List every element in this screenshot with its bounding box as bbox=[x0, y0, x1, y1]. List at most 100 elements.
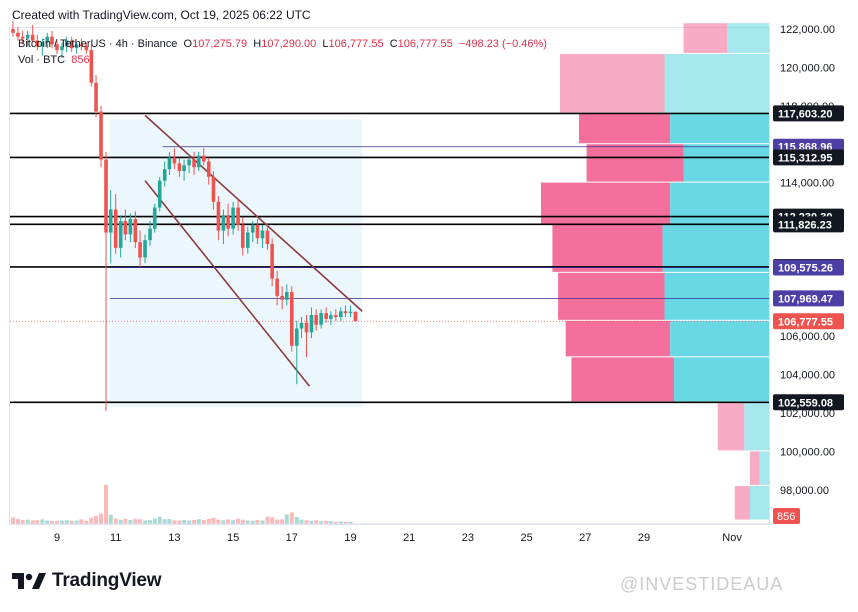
candle-body bbox=[113, 209, 118, 248]
vp-row-up bbox=[664, 272, 769, 320]
candle-body bbox=[285, 292, 289, 300]
vp-row-up bbox=[683, 144, 769, 182]
legend-close-value: 106,777.55 bbox=[397, 38, 453, 50]
vp-row-up bbox=[662, 224, 769, 272]
volume-bar bbox=[84, 520, 89, 524]
time-tick-label: 11 bbox=[110, 532, 121, 544]
time-tick-label: 17 bbox=[286, 532, 298, 544]
legend-volume-value: 856 bbox=[71, 54, 90, 66]
candle bbox=[240, 217, 245, 256]
candle bbox=[55, 40, 59, 54]
vp-row-down bbox=[541, 217, 671, 224]
volume-bar bbox=[343, 521, 348, 524]
vp-row-down bbox=[571, 357, 674, 402]
candle-body bbox=[60, 46, 64, 51]
time-tick-label: 9 bbox=[54, 532, 60, 544]
candle bbox=[108, 190, 113, 264]
candle bbox=[167, 151, 172, 175]
candle-body bbox=[192, 159, 196, 168]
volume-bar bbox=[294, 517, 299, 524]
candle-body bbox=[118, 221, 123, 248]
candles-layer bbox=[11, 21, 358, 412]
price-badge-label: 106,777.55 bbox=[778, 316, 833, 328]
price-badge-label: 111,826.23 bbox=[778, 219, 832, 231]
candle bbox=[104, 151, 108, 412]
candle-body bbox=[216, 201, 221, 231]
time-axis: 9 11 13 15 17 19 21 23 25 27 29 Nov bbox=[10, 523, 769, 544]
legend-volume-label[interactable]: Vol · BTC bbox=[18, 54, 66, 66]
volume-bar bbox=[55, 521, 59, 524]
vp-session-row-up bbox=[727, 23, 769, 53]
candle-body bbox=[162, 169, 167, 181]
candle-body bbox=[280, 295, 284, 300]
candle-body bbox=[348, 311, 353, 314]
candle-body bbox=[50, 36, 54, 45]
candle bbox=[216, 196, 221, 241]
legend-open-label: O bbox=[183, 38, 193, 50]
candle-body bbox=[123, 221, 128, 235]
candle bbox=[343, 305, 348, 317]
candle-body bbox=[290, 292, 294, 346]
legend-symbol[interactable]: Bitcoin / TetherUS · 4h · Binance bbox=[18, 38, 178, 50]
candle-body bbox=[339, 311, 343, 317]
vp-row-down bbox=[558, 272, 665, 320]
volume-bar bbox=[162, 519, 167, 524]
volume-bar bbox=[348, 521, 353, 524]
volume-bar bbox=[196, 519, 201, 524]
volume-bar bbox=[299, 519, 304, 524]
candle-body bbox=[152, 207, 157, 229]
candle-body bbox=[64, 40, 69, 47]
candle-body bbox=[240, 224, 245, 248]
volume-bar bbox=[221, 520, 226, 524]
volume-bar bbox=[148, 520, 153, 524]
candle-body bbox=[245, 232, 250, 248]
candle bbox=[25, 30, 30, 47]
vp-session-row-up bbox=[759, 451, 769, 485]
volume-bar bbox=[69, 520, 74, 524]
candle-body bbox=[104, 159, 108, 233]
price-badge-label: 109,575.26 bbox=[778, 263, 833, 275]
candle bbox=[30, 25, 35, 43]
candle-body bbox=[11, 29, 15, 33]
candle bbox=[118, 215, 123, 258]
vp-session-row-down bbox=[683, 23, 728, 53]
price-tick-label: 104,000.00 bbox=[780, 370, 835, 382]
price-tick-label: 102,000.00 bbox=[780, 408, 835, 420]
volume-bar bbox=[236, 518, 241, 524]
candle bbox=[348, 305, 353, 317]
volume-badge: 856 bbox=[773, 508, 800, 524]
volume-bar bbox=[50, 520, 55, 524]
time-tick-label: 15 bbox=[227, 532, 239, 544]
price-badge-label: 115,312.95 bbox=[778, 152, 832, 164]
candle-body bbox=[294, 328, 299, 346]
candle bbox=[60, 42, 64, 58]
candle-body bbox=[187, 159, 191, 166]
volume-bar bbox=[20, 519, 25, 524]
price-badge-box bbox=[773, 394, 844, 411]
volume-bars-layer bbox=[10, 484, 353, 524]
channel-line-upper bbox=[144, 114, 363, 312]
vp-row-up bbox=[670, 182, 769, 217]
volume-bar bbox=[138, 519, 143, 524]
candle-body bbox=[133, 219, 138, 243]
volume-bar bbox=[128, 519, 133, 524]
volume-bar bbox=[201, 520, 206, 524]
candle-body bbox=[94, 82, 98, 112]
candle-body bbox=[45, 36, 50, 43]
price-tick-label: 122,000.00 bbox=[780, 24, 835, 36]
candle bbox=[89, 44, 94, 87]
volume-bar bbox=[255, 520, 260, 524]
candle-body bbox=[319, 313, 323, 325]
volume-bar bbox=[270, 517, 275, 524]
volume-bar bbox=[133, 518, 138, 524]
volume-bar bbox=[113, 518, 118, 524]
candle bbox=[245, 226, 250, 254]
candle bbox=[304, 315, 309, 358]
volume-bar bbox=[167, 518, 172, 524]
candle-body bbox=[260, 230, 265, 239]
candle-body bbox=[172, 157, 177, 164]
volume-bar bbox=[245, 520, 250, 524]
candle bbox=[11, 21, 15, 37]
price-tick-label: 98,000.00 bbox=[780, 485, 829, 497]
